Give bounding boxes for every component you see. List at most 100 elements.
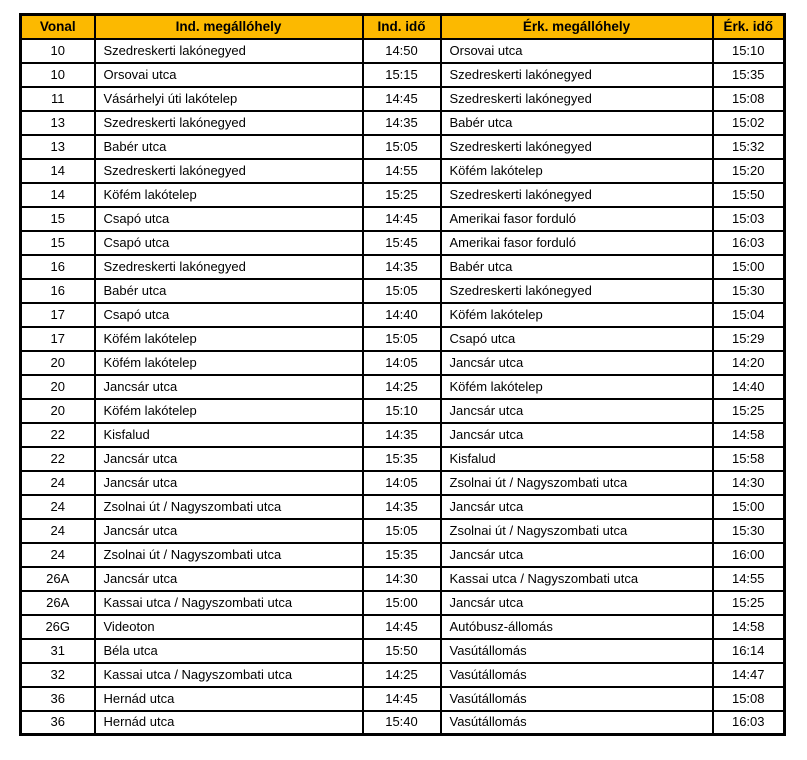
cell-departure-time: 14:45 (361, 613, 442, 640)
header-row: Vonal Ind. megállóhely Ind. idő Érk. meg… (19, 13, 786, 40)
table-row: 13 Babér utca 15:05 Szedreskerti lakónegyed… (19, 133, 786, 160)
cell-arrival-stop: Zsolnai út / Nagyszombati utca (439, 517, 714, 544)
cell-departure-stop: Orsovai utca (93, 61, 364, 88)
cell-arrival-stop: Amerikai fasor forduló (439, 205, 714, 232)
cell-arrival-stop: Vasútállomás (439, 637, 714, 664)
cell-line: 24 (19, 469, 96, 496)
cell-departure-stop: Béla utca (93, 637, 364, 664)
cell-line: 20 (19, 349, 96, 376)
cell-arrival-time: 15:25 (711, 589, 786, 616)
cell-departure-stop: Szedreskerti lakónegyed (93, 253, 364, 280)
cell-arrival-time: 14:20 (711, 349, 786, 376)
cell-departure-stop: Zsolnai út / Nagyszombati utca (93, 493, 364, 520)
cell-departure-time: 15:50 (361, 637, 442, 664)
table-row: 16 Szedreskerti lakónegyed 14:35 Babér utca… (19, 253, 786, 280)
cell-arrival-stop: Jancsár utca (439, 349, 714, 376)
cell-line: 11 (19, 85, 96, 112)
cell-arrival-stop: Jancsár utca (439, 493, 714, 520)
cell-arrival-time: 15:10 (711, 37, 786, 64)
cell-arrival-stop: Csapó utca (439, 325, 714, 352)
cell-departure-time: 14:45 (361, 205, 442, 232)
cell-line: 26A (19, 565, 96, 592)
table-row: 26A Kassai utca / Nagyszombati utca 15:00 J… (19, 589, 786, 616)
table-row: 31 Béla utca 15:50 Vasútállomás 16:14 (19, 637, 786, 664)
table-row: 24 Jancsár utca 15:05 Zsolnai út / Nagyszom… (19, 517, 786, 544)
table-row: 15 Csapó utca 14:45 Amerikai fasor forduló 1… (19, 205, 786, 232)
cell-arrival-time: 15:03 (711, 205, 786, 232)
table-row: 15 Csapó utca 15:45 Amerikai fasor forduló 1… (19, 229, 786, 256)
cell-departure-stop: Videoton (93, 613, 364, 640)
cell-departure-stop: Babér utca (93, 133, 364, 160)
table-header: Vonal Ind. megállóhely Ind. idő Érk. meg… (19, 13, 786, 40)
cell-arrival-time: 14:58 (711, 613, 786, 640)
table-row: 17 Csapó utca 14:40 Köfém lakótelep 15:04 (19, 301, 786, 328)
cell-departure-time: 14:35 (361, 253, 442, 280)
cell-arrival-stop: Szedreskerti lakónegyed (439, 277, 714, 304)
cell-arrival-time: 14:47 (711, 661, 786, 688)
cell-departure-stop: Zsolnai út / Nagyszombati utca (93, 541, 364, 568)
cell-departure-stop: Csapó utca (93, 229, 364, 256)
cell-departure-stop: Köfém lakótelep (93, 325, 364, 352)
cell-line: 17 (19, 301, 96, 328)
cell-departure-time: 14:50 (361, 37, 442, 64)
cell-departure-stop: Köfém lakótelep (93, 181, 364, 208)
cell-departure-time: 15:10 (361, 397, 442, 424)
table-row: 24 Zsolnai út / Nagyszombati utca 14:35 Jan… (19, 493, 786, 520)
cell-arrival-time: 15:02 (711, 109, 786, 136)
cell-arrival-stop: Szedreskerti lakónegyed (439, 61, 714, 88)
cell-departure-stop: Jancsár utca (93, 445, 364, 472)
cell-departure-time: 15:00 (361, 589, 442, 616)
cell-departure-time: 14:25 (361, 373, 442, 400)
cell-departure-stop: Csapó utca (93, 301, 364, 328)
header-arrival-stop: Érk. megállóhely (439, 13, 714, 40)
cell-line: 22 (19, 421, 96, 448)
cell-arrival-stop: Orsovai utca (439, 37, 714, 64)
cell-line: 22 (19, 445, 96, 472)
cell-departure-stop: Szedreskerti lakónegyed (93, 109, 364, 136)
cell-line: 20 (19, 373, 96, 400)
cell-departure-stop: Szedreskerti lakónegyed (93, 157, 364, 184)
cell-arrival-time: 15:08 (711, 85, 786, 112)
table-row: 36 Hernád utca 14:45 Vasútállomás 15:08 (19, 685, 786, 712)
table-row: 20 Köfém lakótelep 14:05 Jancsár utca 14:20 (19, 349, 786, 376)
cell-arrival-stop: Vasútállomás (439, 661, 714, 688)
cell-line: 14 (19, 157, 96, 184)
cell-arrival-time: 15:08 (711, 685, 786, 712)
cell-departure-time: 15:40 (361, 709, 442, 736)
cell-arrival-time: 16:14 (711, 637, 786, 664)
table-row: 24 Jancsár utca 14:05 Zsolnai út / Nagyszom… (19, 469, 786, 496)
cell-departure-stop: Kassai utca / Nagyszombati utca (93, 589, 364, 616)
cell-departure-stop: Szedreskerti lakónegyed (93, 37, 364, 64)
cell-arrival-time: 16:03 (711, 229, 786, 256)
cell-arrival-stop: Köfém lakótelep (439, 157, 714, 184)
cell-arrival-stop: Szedreskerti lakónegyed (439, 133, 714, 160)
cell-arrival-time: 16:03 (711, 709, 786, 736)
table-row: 32 Kassai utca / Nagyszombati utca 14:25 Va… (19, 661, 786, 688)
cell-departure-time: 15:25 (361, 181, 442, 208)
table-row: 20 Jancsár utca 14:25 Köfém lakótelep 14:40 (19, 373, 786, 400)
cell-departure-stop: Jancsár utca (93, 373, 364, 400)
cell-departure-time: 14:35 (361, 493, 442, 520)
cell-line: 36 (19, 709, 96, 736)
cell-arrival-time: 15:25 (711, 397, 786, 424)
cell-arrival-stop: Jancsár utca (439, 421, 714, 448)
cell-arrival-time: 15:58 (711, 445, 786, 472)
cell-departure-time: 15:05 (361, 517, 442, 544)
cell-departure-time: 15:05 (361, 277, 442, 304)
cell-departure-time: 14:55 (361, 157, 442, 184)
cell-departure-time: 14:45 (361, 685, 442, 712)
cell-line: 14 (19, 181, 96, 208)
cell-departure-stop: Kassai utca / Nagyszombati utca (93, 661, 364, 688)
cell-arrival-time: 15:35 (711, 61, 786, 88)
table-row: 14 Köfém lakótelep 15:25 Szedreskerti lakón… (19, 181, 786, 208)
cell-arrival-stop: Kassai utca / Nagyszombati utca (439, 565, 714, 592)
table-row: 11 Vásárhelyi úti lakótelep 14:45 Szedreske… (19, 85, 786, 112)
cell-arrival-time: 14:58 (711, 421, 786, 448)
table-row: 22 Kisfalud 14:35 Jancsár utca 14:58 (19, 421, 786, 448)
cell-arrival-time: 15:04 (711, 301, 786, 328)
cell-line: 24 (19, 493, 96, 520)
cell-arrival-stop: Zsolnai út / Nagyszombati utca (439, 469, 714, 496)
cell-arrival-time: 14:55 (711, 565, 786, 592)
cell-departure-time: 15:15 (361, 61, 442, 88)
cell-departure-time: 15:05 (361, 133, 442, 160)
